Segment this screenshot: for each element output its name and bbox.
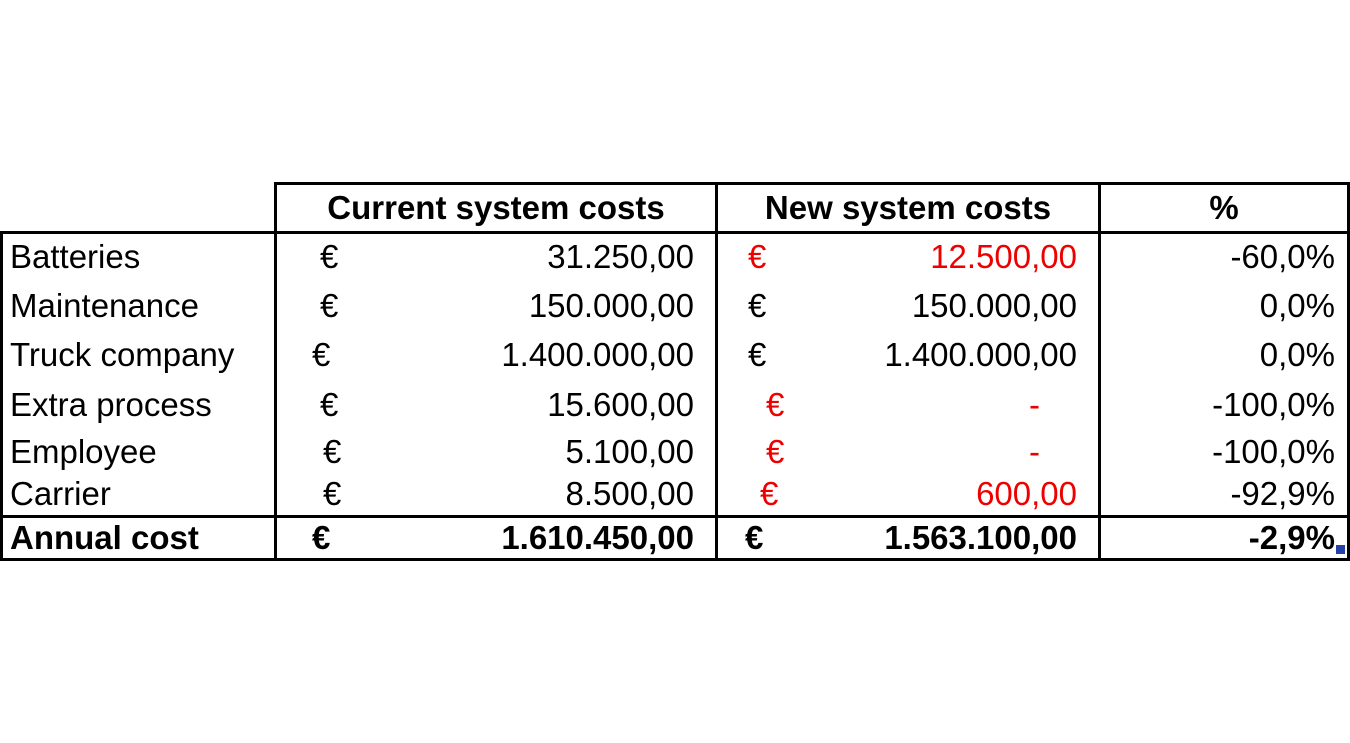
current-cost-value: 1.400.000,00 [501,336,694,373]
row-label-truck-company: Truck company [10,336,235,373]
new-cost-value: - [1029,433,1040,470]
table-bottom-border [0,558,1350,561]
percent-change: -100,0% [1212,386,1335,423]
new-currency-symbol: € [766,386,785,423]
current-currency-symbol: € [323,433,342,470]
row-label-carrier: Carrier [10,475,111,512]
current-cost-value: 31.250,00 [547,238,694,275]
total-current-currency-symbol: € [312,519,331,556]
new-currency-symbol: € [760,475,779,512]
header-bottom-border [0,231,1350,234]
new-cost-value: 12.500,00 [930,238,1077,275]
current-currency-symbol: € [320,238,339,275]
total-current-cost-value: 1.610.450,00 [501,519,694,556]
current-currency-symbol: € [320,386,339,423]
current-cost-value: 150.000,00 [528,287,694,324]
current-cost-value: 5.100,00 [565,433,694,470]
new-cost-value: 150.000,00 [911,287,1077,324]
percent-change: 0,0% [1259,287,1335,324]
total-top-border [0,515,1350,518]
new-currency-symbol: € [748,238,767,275]
current-cost-value: 8.500,00 [565,475,694,512]
percent-change: -100,0% [1212,433,1335,470]
divider-current-new [715,182,718,561]
percent-change: 0,0% [1259,336,1335,373]
current-currency-symbol: € [323,475,342,512]
header-percent: % [1209,189,1239,226]
total-new-currency-symbol: € [745,519,764,556]
current-cost-value: 15.600,00 [547,386,694,423]
header-top-border [275,182,1350,185]
total-percent-change: -2,9% [1248,519,1335,556]
current-currency-symbol: € [320,287,339,324]
table-right-border [1347,182,1350,561]
row-label-extra-process: Extra process [10,386,212,423]
header-current-system-costs: Current system costs [327,189,665,226]
divider-new-percent [1098,182,1101,561]
row-label-batteries: Batteries [10,238,141,275]
total-new-cost-value: 1.563.100,00 [884,519,1077,556]
new-currency-symbol: € [748,287,767,324]
row-label-employee: Employee [10,433,157,470]
current-currency-symbol: € [312,336,331,373]
table-left-border [0,231,3,561]
divider-label-current [274,182,277,561]
row-label-maintenance: Maintenance [10,287,199,324]
header-new-system-costs: New system costs [764,189,1052,226]
cell-selection-handle[interactable] [1336,545,1345,554]
percent-change: -92,9% [1230,475,1335,512]
new-currency-symbol: € [748,336,767,373]
new-cost-value: 1.400.000,00 [884,336,1077,373]
new-currency-symbol: € [766,433,785,470]
new-cost-value: - [1029,386,1040,423]
percent-change: -60,0% [1230,238,1335,275]
new-cost-value: 600,00 [976,475,1077,512]
row-label-annual-cost: Annual cost [10,519,199,556]
